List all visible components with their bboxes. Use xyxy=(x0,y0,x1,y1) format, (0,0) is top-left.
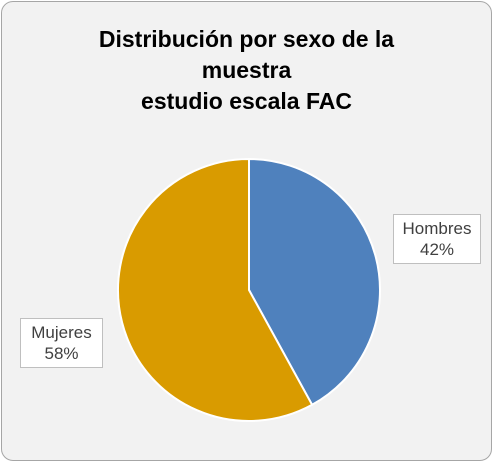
data-label-hombres-name: Hombres xyxy=(402,219,472,238)
data-label-hombres-percent: 42% xyxy=(419,240,455,259)
chart-title: Distribución por sexo de la muestra estu… xyxy=(2,24,491,117)
chart-title-line-3: estudio escala FAC xyxy=(141,88,352,114)
pie-slice-mujeres xyxy=(117,157,314,422)
data-label-mujeres: Mujeres 58% xyxy=(20,318,103,368)
data-label-mujeres-percent: 58% xyxy=(44,344,79,363)
pie-slice-hombres xyxy=(248,157,381,407)
data-label-hombres: Hombres 42% xyxy=(393,214,481,264)
data-label-mujeres-name: Mujeres xyxy=(31,323,92,342)
chart-title-line-1: Distribución por sexo de la xyxy=(98,26,395,52)
chart-title-line-2: muestra xyxy=(201,57,292,83)
